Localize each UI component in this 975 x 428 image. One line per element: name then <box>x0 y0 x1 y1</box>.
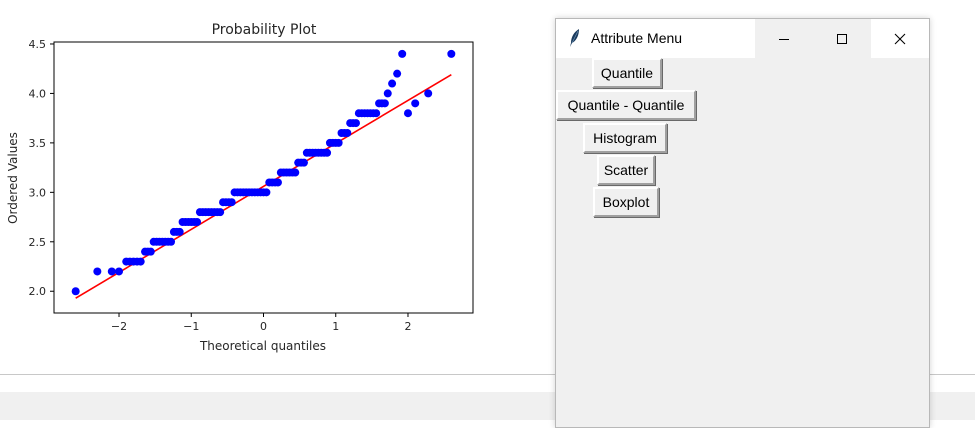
window-titlebar[interactable]: Attribute Menu <box>556 19 929 58</box>
data-point <box>93 267 102 276</box>
data-point <box>424 89 433 98</box>
data-point <box>146 247 155 256</box>
data-point <box>372 109 381 118</box>
boxplot-button[interactable]: Boxplot <box>593 187 659 217</box>
data-point <box>388 79 397 88</box>
histogram-button[interactable]: Histogram <box>583 123 667 153</box>
data-point <box>299 158 308 167</box>
window-title: Attribute Menu <box>591 30 683 46</box>
x-tick-label: −2 <box>111 320 127 333</box>
data-point <box>273 178 282 187</box>
data-point <box>115 267 124 276</box>
data-point <box>107 267 116 276</box>
y-tick-label: 2.5 <box>29 236 47 249</box>
data-point <box>167 237 176 246</box>
data-point <box>175 227 184 236</box>
scatter-button[interactable]: Scatter <box>597 155 655 185</box>
data-point <box>447 49 456 58</box>
data-point <box>403 109 412 118</box>
plot-title: Probability Plot <box>212 22 317 38</box>
data-point <box>411 99 420 108</box>
data-point <box>262 188 271 197</box>
x-tick-label: 0 <box>260 320 267 333</box>
data-point <box>393 69 402 78</box>
minimize-icon <box>779 38 789 40</box>
y-axis-label: Ordered Values <box>6 132 20 224</box>
data-point <box>136 257 145 266</box>
y-tick-label: 3.0 <box>29 186 47 199</box>
data-point <box>383 89 392 98</box>
data-point <box>398 49 407 58</box>
x-axis-label: Theoretical quantiles <box>199 339 326 353</box>
data-point <box>351 119 360 128</box>
data-point <box>216 208 225 217</box>
close-button[interactable] <box>871 19 929 58</box>
y-tick-label: 3.5 <box>29 137 47 150</box>
data-point <box>323 148 332 157</box>
x-tick-label: 2 <box>404 320 411 333</box>
data-point <box>71 287 80 296</box>
tk-feather-icon <box>570 29 579 47</box>
data-point <box>193 218 202 227</box>
x-tick-label: 1 <box>332 320 339 333</box>
y-tick-label: 4.0 <box>29 87 47 100</box>
x-tick-label: −1 <box>183 320 199 333</box>
data-point <box>227 198 236 207</box>
data-point <box>343 128 352 137</box>
y-tick-label: 4.5 <box>29 38 47 51</box>
probability-plot: Probability Plot −2 −1 0 1 2 2.0 2.5 3.0 3.5 4.0… <box>6 22 474 353</box>
quantile-button[interactable]: Quantile <box>592 58 662 88</box>
maximize-button[interactable] <box>813 19 871 58</box>
quantile-quantile-button[interactable]: Quantile - Quantile <box>556 90 696 120</box>
close-icon <box>894 33 906 44</box>
y-tick-label: 2.0 <box>29 285 47 298</box>
attribute-menu-window: Attribute Menu Quantile Quantile - Quant… <box>555 18 930 428</box>
minimize-button[interactable] <box>755 19 813 58</box>
maximize-icon <box>837 33 847 44</box>
bottom-divider <box>0 374 975 375</box>
data-point <box>291 168 300 177</box>
data-point <box>380 99 389 108</box>
data-point <box>334 138 343 147</box>
